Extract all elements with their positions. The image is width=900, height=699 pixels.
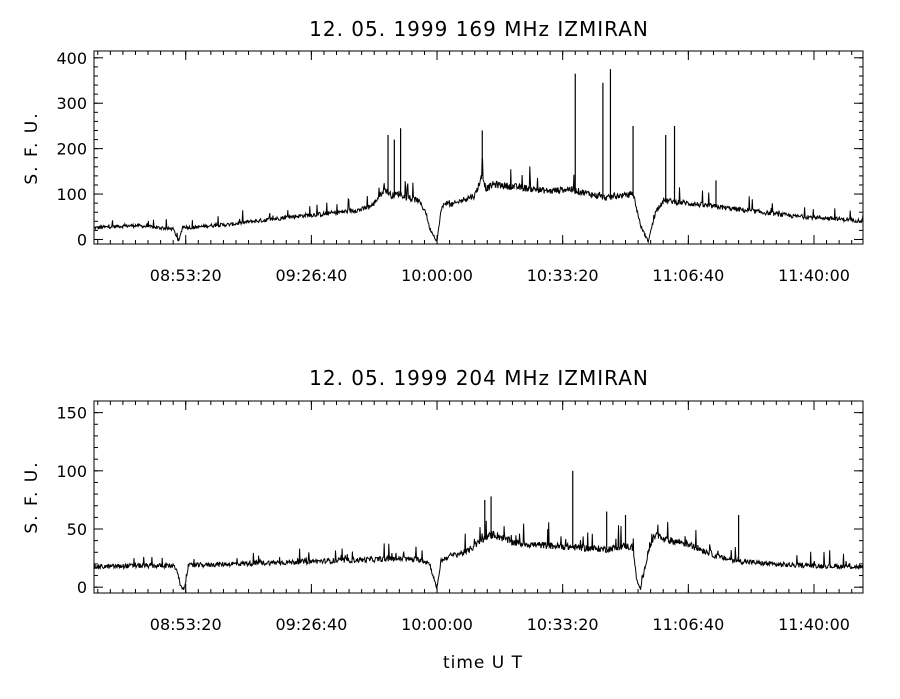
- series-line: [94, 157, 864, 244]
- y-tick-label: 100: [56, 185, 87, 204]
- x-tick-label: 08:53:20: [150, 266, 222, 285]
- x-tick-label: 09:26:40: [275, 615, 347, 634]
- x-tick-label: 10:00:00: [401, 266, 473, 285]
- chart-panel-169mhz: 12. 05. 1999 169 MHz IZMIRAN S. F. U. 08…: [22, 17, 864, 285]
- x-tick-label: 08:53:20: [150, 615, 222, 634]
- chart-title: 12. 05. 1999 169 MHz IZMIRAN: [309, 17, 649, 41]
- y-tick-label: 0: [77, 578, 87, 597]
- x-tick-label: 09:26:40: [275, 266, 347, 285]
- x-tick-label: 11:06:40: [652, 615, 724, 634]
- y-tick-label: 0: [77, 230, 87, 249]
- x-tick-label: 11:40:00: [778, 266, 850, 285]
- series-line: [94, 520, 864, 591]
- y-tick-label: 300: [56, 94, 87, 113]
- y-axis-label: S. F. U.: [22, 460, 42, 533]
- y-tick-label: 200: [56, 140, 87, 159]
- x-tick-label: 11:40:00: [778, 615, 850, 634]
- x-tick-label: 10:33:20: [527, 266, 599, 285]
- x-tick-label: 10:00:00: [401, 615, 473, 634]
- y-axis-label: S. F. U.: [22, 111, 42, 184]
- chart-title: 12. 05. 1999 204 MHz IZMIRAN: [309, 366, 649, 390]
- y-tick-label: 150: [56, 404, 87, 423]
- y-tick-label: 100: [56, 462, 87, 481]
- y-tick-label: 50: [67, 520, 87, 539]
- plot-frame: [93, 50, 864, 245]
- x-tick-label: 10:33:20: [527, 615, 599, 634]
- x-tick-label: 11:06:40: [652, 266, 724, 285]
- chart-panel-204mhz: 12. 05. 1999 204 MHz IZMIRAN S. F. U. 08…: [22, 366, 864, 634]
- x-axis-label: time U T: [443, 653, 523, 673]
- plot-frame: [93, 400, 864, 594]
- y-tick-label: 400: [56, 49, 87, 68]
